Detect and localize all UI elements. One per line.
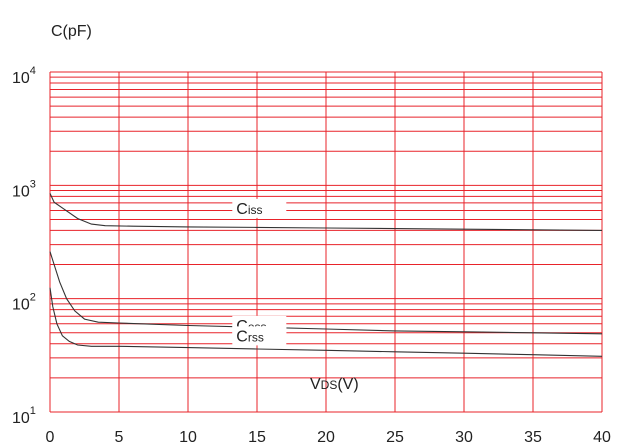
y-tick-label: 103 — [12, 178, 36, 200]
y-tick-exp: 1 — [30, 405, 36, 417]
series-label-bg-iss — [232, 198, 287, 218]
y-tick-base: 10 — [12, 297, 30, 314]
curves — [49, 193, 603, 357]
series-line-rss — [49, 287, 603, 357]
x-tick-label: 25 — [386, 429, 404, 446]
series-label-iss: Ciss — [236, 201, 262, 218]
series-label-main: C — [236, 201, 248, 218]
y-tick-exp: 2 — [30, 292, 36, 304]
grid — [49, 71, 603, 413]
x-axis-label-unit: (V) — [337, 376, 358, 393]
x-tick-label: 10 — [179, 429, 197, 446]
series-label-main: C — [236, 318, 248, 335]
x-tick-label: 5 — [115, 429, 124, 446]
x-tick-label: 30 — [455, 429, 473, 446]
x-tick-label: 40 — [593, 429, 611, 446]
x-tick-label: 20 — [317, 429, 335, 446]
series-label-rss: Crss — [236, 328, 264, 345]
y-tick-label: 104 — [12, 65, 36, 87]
y-tick-base: 10 — [12, 183, 30, 200]
x-tick-label: 0 — [46, 429, 55, 446]
x-tick-labels: 0 5 10 15 20 25 30 35 40 — [46, 429, 611, 446]
x-axis-label: VDS(V) — [310, 376, 359, 393]
series-label-main: C — [236, 328, 248, 345]
y-axis-label: C(pF) — [51, 23, 92, 40]
series-line-oss — [49, 251, 603, 335]
series-line-iss — [49, 193, 603, 231]
series-label-bg-rss — [232, 326, 287, 346]
x-axis-label-sub: DS — [321, 378, 338, 392]
x-tick-label: 35 — [524, 429, 542, 446]
y-tick-label: 101 — [12, 405, 36, 427]
series-label-sub: iss — [248, 203, 263, 217]
y-tick-exp: 3 — [30, 178, 36, 190]
y-tick-base: 10 — [12, 70, 30, 87]
y-tick-base: 10 — [12, 410, 30, 427]
x-tick-label: 15 — [248, 429, 266, 446]
y-tick-label: 102 — [12, 292, 36, 314]
series-labels: CissCossCrss — [232, 198, 287, 346]
series-label-sub: rss — [248, 330, 264, 344]
x-axis-label-main: V — [310, 376, 321, 393]
y-tick-exp: 4 — [30, 65, 36, 77]
